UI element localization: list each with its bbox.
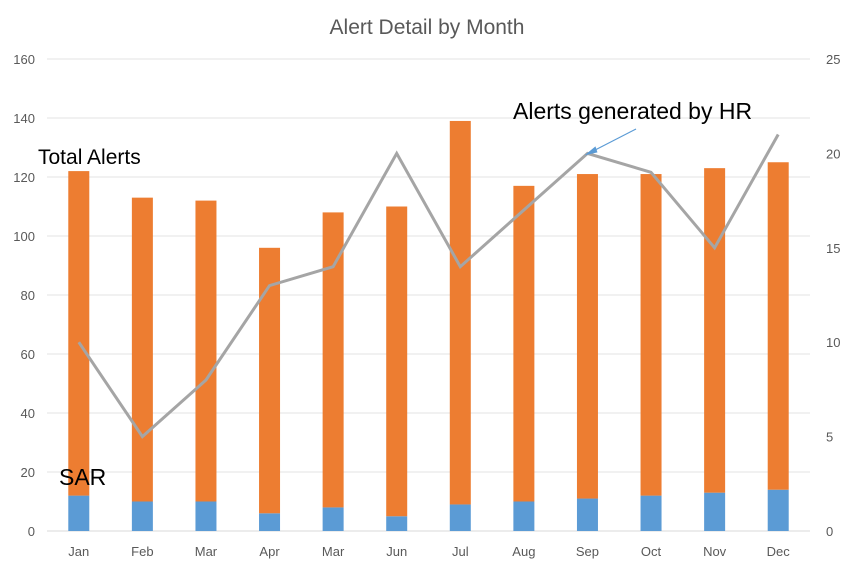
bar-sar-7 [513, 501, 535, 531]
x-tick-label: Apr [259, 544, 280, 559]
y-left-tick-label: 20 [21, 465, 35, 480]
bar-sar-0 [68, 495, 90, 531]
x-tick-label: Dec [767, 544, 791, 559]
chart-title: Alert Detail by Month [330, 16, 525, 39]
bar-total-5 [386, 206, 408, 517]
bar-total-8 [576, 174, 598, 499]
y-right-tick-label: 10 [826, 335, 840, 350]
y-left-tick-label: 120 [13, 170, 35, 185]
bar-sar-6 [449, 504, 471, 531]
annotation-total-alerts: Total Alerts [38, 146, 141, 169]
hr-line [77, 133, 780, 439]
bar-sar-11 [767, 489, 789, 531]
y-right-tick-label: 5 [826, 430, 833, 445]
x-tick-label: Jun [386, 544, 407, 559]
x-tick-label: Feb [131, 544, 153, 559]
bars [68, 120, 789, 531]
bar-sar-5 [386, 516, 408, 531]
y-left-tick-label: 0 [28, 524, 35, 539]
hr-line-series [77, 133, 780, 439]
bar-total-3 [259, 247, 281, 514]
annotation-arrow-line [592, 128, 637, 152]
x-tick-label: Oct [641, 544, 662, 559]
y-axis-right: 0 5 10 15 20 25 [826, 52, 840, 539]
y-left-tick-label: 80 [21, 288, 35, 303]
bar-total-9 [640, 174, 662, 496]
bar-total-11 [767, 162, 789, 490]
annotations: Total Alerts Alerts generated by HR SAR [38, 98, 752, 490]
bar-total-10 [704, 168, 726, 493]
bar-total-0 [68, 171, 90, 496]
annotation-arrow-head [584, 146, 598, 156]
annotation-hr: Alerts generated by HR [513, 98, 752, 124]
gridlines [47, 58, 810, 532]
bar-sar-3 [259, 513, 281, 531]
bar-sar-10 [704, 492, 726, 531]
annotation-sar: SAR [59, 464, 106, 490]
y-left-tick-label: 160 [13, 52, 35, 67]
bar-total-7 [513, 185, 535, 502]
bar-total-6 [449, 120, 471, 505]
y-right-tick-label: 15 [826, 241, 840, 256]
y-right-tick-label: 0 [826, 524, 833, 539]
x-tick-label: Sep [576, 544, 599, 559]
bar-sar-4 [322, 507, 344, 531]
y-left-tick-label: 40 [21, 406, 35, 421]
bar-total-2 [195, 200, 217, 502]
bar-sar-1 [131, 501, 153, 531]
y-axis-left: 0 20 40 60 80 100 120 140 160 [13, 52, 35, 539]
bar-sar-2 [195, 501, 217, 531]
bar-sar-8 [576, 498, 598, 531]
y-left-tick-label: 140 [13, 111, 35, 126]
bar-sar-9 [640, 495, 662, 531]
x-tick-label: Mar [195, 544, 218, 559]
bar-total-1 [131, 197, 153, 502]
x-tick-label: Mar [322, 544, 345, 559]
y-right-tick-label: 20 [826, 146, 840, 161]
y-right-tick-label: 25 [826, 52, 840, 67]
bar-total-4 [322, 212, 344, 508]
y-left-tick-label: 60 [21, 347, 35, 362]
x-tick-label: Jan [68, 544, 89, 559]
x-tick-label: Jul [452, 544, 469, 559]
x-tick-label: Nov [703, 544, 727, 559]
y-left-tick-label: 100 [13, 229, 35, 244]
x-axis: Jan Feb Mar Apr Mar Jun Jul Aug Sep Oct Nov Dec [68, 544, 790, 559]
x-tick-label: Aug [512, 544, 535, 559]
